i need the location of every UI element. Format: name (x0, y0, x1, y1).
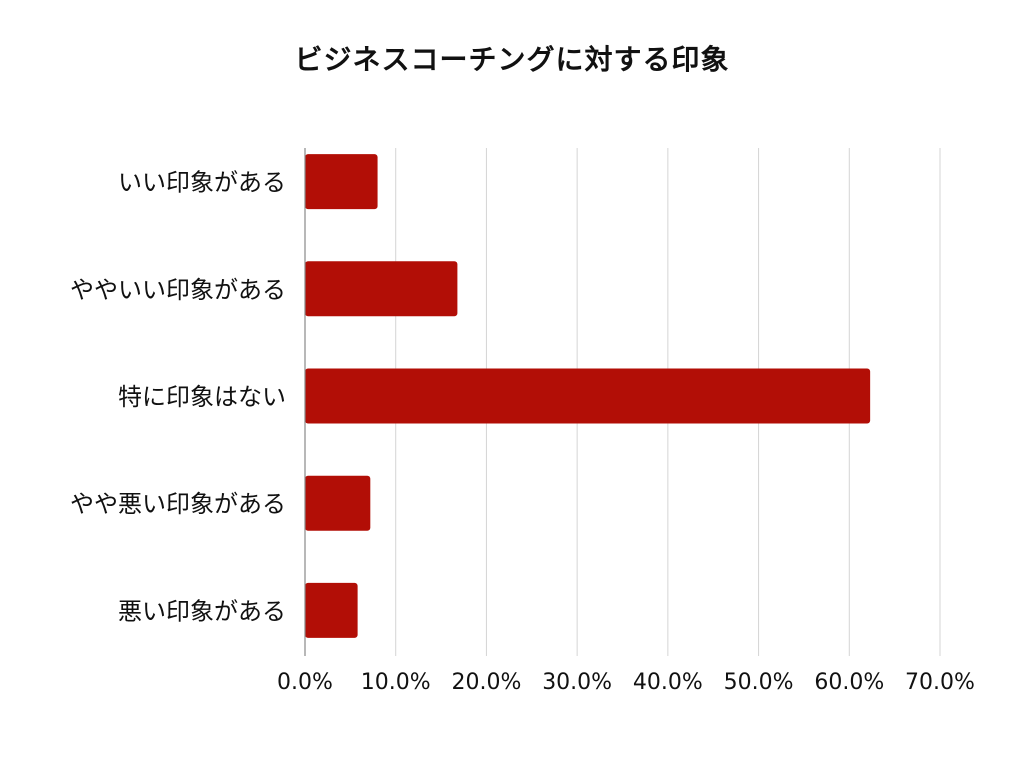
category-label-4: やや悪い印象がある (70, 490, 286, 518)
bars (305, 154, 871, 638)
chart-title: ビジネスコーチングに対する印象 (294, 43, 730, 76)
bar-2 (305, 261, 458, 317)
bar-1 (305, 154, 378, 210)
category-label-2: ややいい印象がある (70, 276, 286, 304)
x-tick-label-4: 40.0% (633, 670, 703, 695)
category-label-3: 特に印象はない (118, 383, 286, 411)
x-tick-labels: 0.0% 10.0% 20.0% 30.0% 40.0% 50.0% 60.0% 70.0% (277, 670, 975, 695)
x-tick-label-0: 0.0% (277, 670, 333, 695)
bar-3 (305, 368, 871, 424)
bar-4 (305, 475, 371, 531)
x-tick-label-7: 70.0% (905, 670, 975, 695)
x-tick-label-2: 20.0% (451, 670, 521, 695)
category-label-1: いい印象がある (118, 169, 286, 197)
category-label-5: 悪い印象がある (118, 597, 286, 625)
x-tick-label-5: 50.0% (724, 670, 794, 695)
x-tick-label-3: 30.0% (542, 670, 612, 695)
x-tick-label-6: 60.0% (814, 670, 884, 695)
x-tick-label-1: 10.0% (361, 670, 431, 695)
bar-5 (305, 582, 358, 638)
